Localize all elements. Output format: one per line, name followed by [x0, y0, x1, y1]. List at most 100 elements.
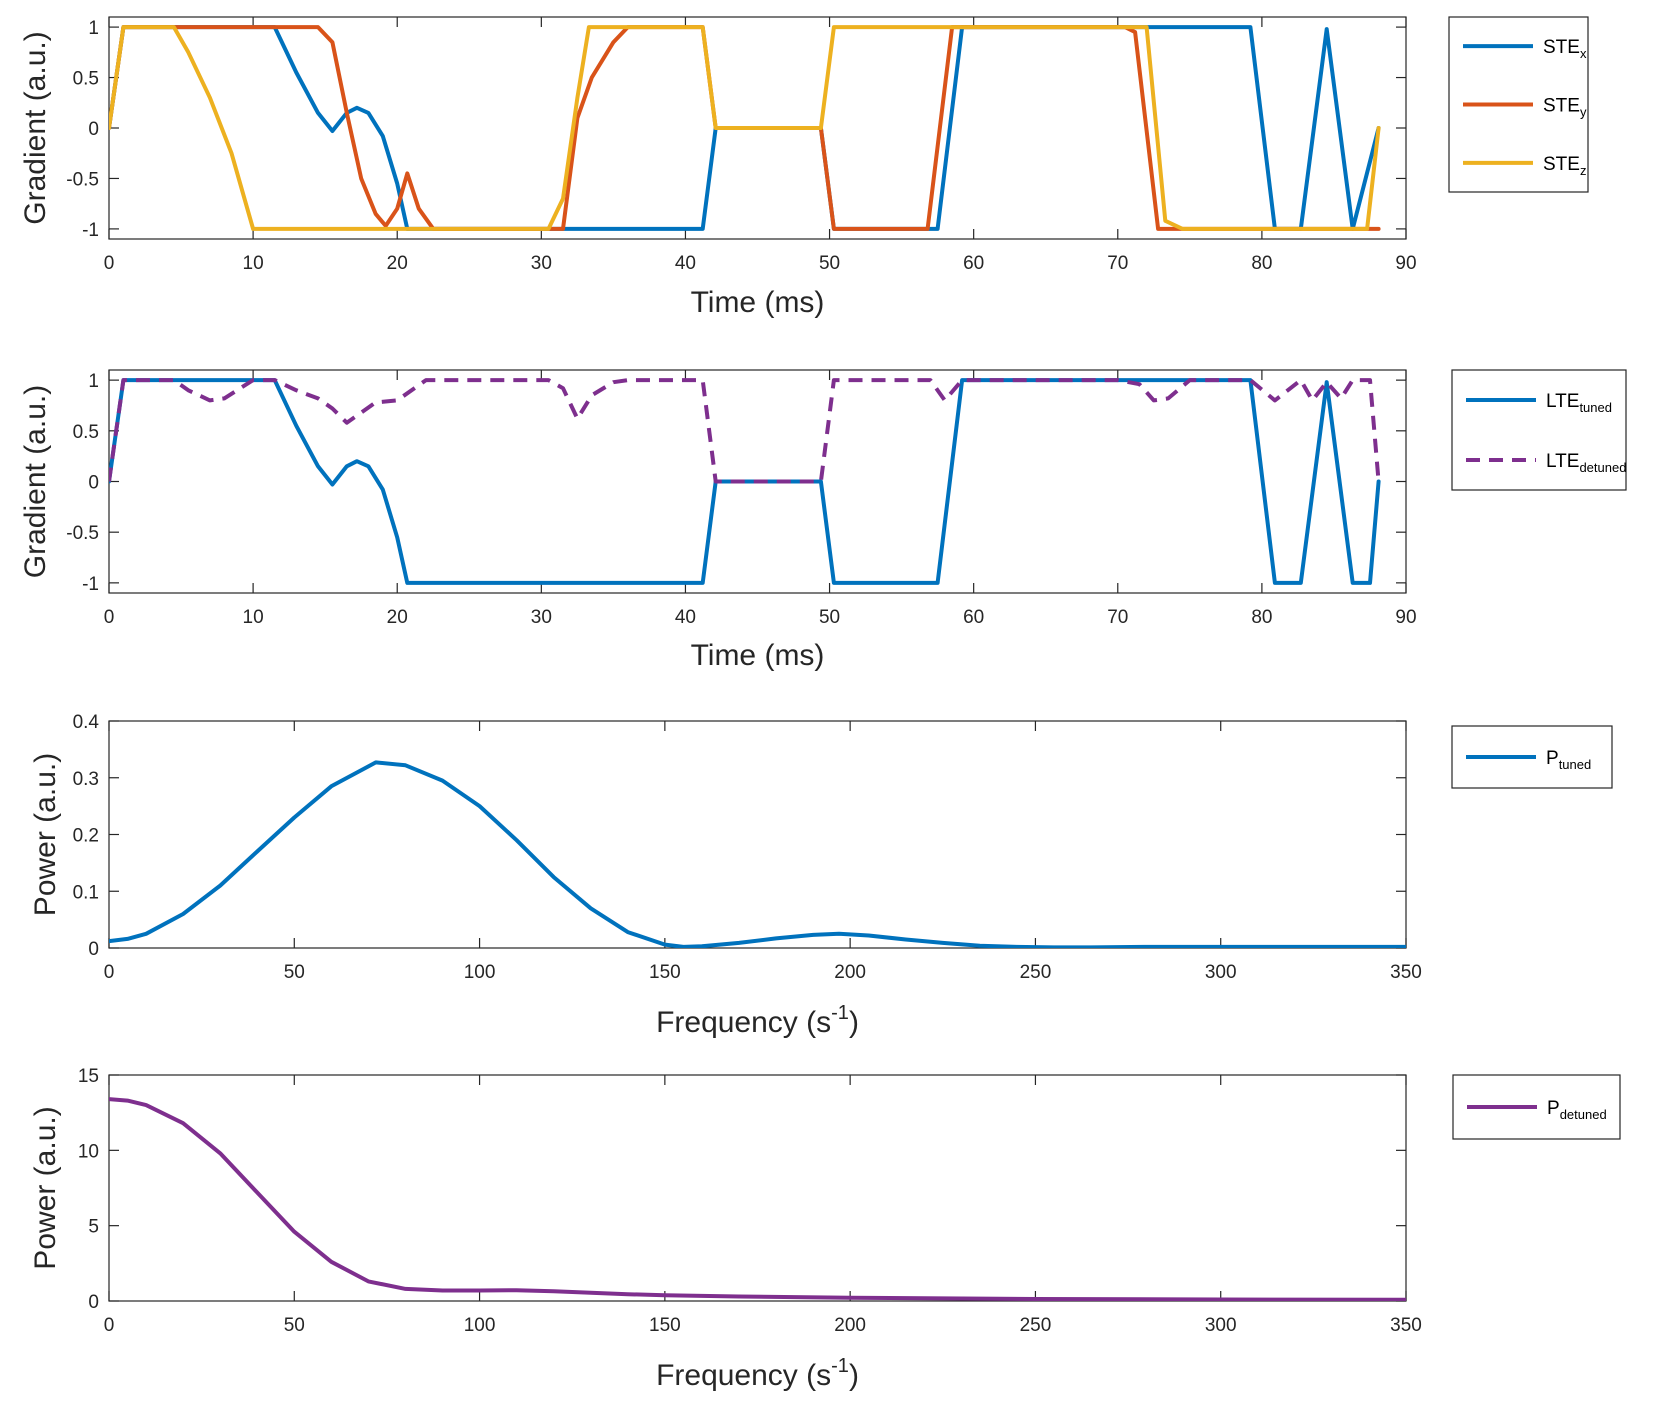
y-tick-label: -0.5 — [66, 169, 99, 190]
y-axis-title: Power (a.u.) — [29, 1106, 62, 1269]
y-tick-label: 0 — [88, 473, 99, 494]
x-tick-label: 0 — [104, 1315, 115, 1336]
x-tick-label: 350 — [1390, 1315, 1422, 1336]
x-tick-label: 40 — [675, 607, 696, 628]
x-axis-title: Frequency (s-1) — [656, 1002, 859, 1039]
legend-label-subscript: detuned — [1579, 460, 1626, 475]
y-tick-label: 15 — [78, 1066, 99, 1087]
x-axis-title-text: Frequency (s — [656, 1359, 831, 1392]
y-tick-label: 0 — [88, 1292, 99, 1313]
legend-label-subscript: z — [1580, 163, 1587, 178]
x-tick-label: 250 — [1020, 962, 1052, 983]
x-tick-label: 350 — [1390, 962, 1422, 983]
series-line-LTEtuned — [109, 378, 1381, 585]
legend-label-subscript: tuned — [1579, 400, 1612, 415]
y-tick-label: 1 — [88, 371, 99, 392]
x-tick-label: 150 — [649, 962, 681, 983]
x-tick-label: 50 — [819, 253, 840, 274]
x-axis-title: Time (ms) — [691, 639, 825, 672]
x-tick-label: 20 — [387, 607, 408, 628]
x-tick-label: 150 — [649, 1315, 681, 1336]
legend-label-STEz: STEz — [1543, 154, 1586, 178]
y-tick-label: 0 — [88, 119, 99, 140]
x-tick-label: 300 — [1205, 1315, 1237, 1336]
y-tick-label: -0.5 — [66, 523, 99, 544]
legend-label-base: LTE — [1546, 391, 1579, 412]
legend-label-Ptuned: Ptuned — [1546, 748, 1591, 772]
y-tick-label: 0.5 — [73, 69, 99, 90]
x-tick-label: 90 — [1395, 253, 1416, 274]
x-axis-title: Time (ms) — [691, 286, 825, 319]
x-tick-label: 250 — [1020, 1315, 1052, 1336]
x-tick-label: 200 — [834, 1315, 866, 1336]
x-tick-label: 0 — [104, 962, 115, 983]
series-line-STEz — [109, 25, 1381, 231]
x-axis-title-text: Time (ms) — [691, 639, 825, 672]
y-tick-label: 5 — [88, 1217, 99, 1238]
x-tick-label: 100 — [464, 1315, 496, 1336]
y-tick-label: 0.4 — [73, 712, 100, 733]
y-axis-title: Gradient (a.u.) — [19, 31, 52, 224]
series-line-STEy — [109, 25, 1381, 231]
y-tick-label: 0.5 — [73, 422, 99, 443]
x-tick-label: 70 — [1107, 607, 1128, 628]
y-tick-label: 0.3 — [73, 769, 99, 790]
chart-panel-ste: 0 10 20 30 40 50 60 70 80 90 -1 -0.5 0 0.5 1 Time (ms) G… — [19, 16, 1589, 319]
x-axis-title-close: ) — [849, 1006, 859, 1039]
series-line-Ptuned — [109, 760, 1406, 948]
x-tick-label: 60 — [963, 253, 984, 274]
legend-box — [1451, 369, 1627, 491]
x-tick-label: 200 — [834, 962, 866, 983]
legend-label-base: LTE — [1546, 451, 1579, 472]
x-tick-label: 40 — [675, 253, 696, 274]
y-tick-label: 10 — [78, 1141, 99, 1162]
chart-panel-ptuned: 0 50 100 150 200 250 300 350 0 0.1 0.2 0.3 0.4 Freque… — [29, 712, 1613, 1039]
legend-label-subscript: tuned — [1559, 757, 1592, 772]
legend-label-base: STE — [1543, 96, 1580, 117]
x-tick-label: 20 — [387, 253, 408, 274]
legend-label-LTEdetuned: LTEdetuned — [1546, 451, 1626, 475]
legend-label-Pdetuned: Pdetuned — [1547, 1098, 1607, 1122]
chart-panel-pdetuned: 0 50 100 150 200 250 300 350 0 5 10 15 Frequency (s-… — [29, 1066, 1621, 1392]
legend-label-STEx: STEx — [1543, 37, 1587, 61]
x-axis-title: Frequency (s-1) — [656, 1355, 859, 1392]
x-tick-label: 10 — [243, 607, 264, 628]
x-axis-title-superscript: -1 — [831, 1002, 849, 1024]
series-line-Pdetuned — [109, 1097, 1406, 1301]
x-tick-label: 90 — [1395, 607, 1416, 628]
axes-box — [108, 720, 1407, 949]
legend-label-base: P — [1547, 1098, 1560, 1119]
x-axis-title-text: Time (ms) — [691, 286, 825, 319]
x-tick-label: 70 — [1107, 253, 1128, 274]
axes-box — [108, 1074, 1407, 1302]
legend-label-subscript: detuned — [1560, 1107, 1607, 1122]
x-axis-title-text: Frequency (s — [656, 1006, 831, 1039]
legend-label-base: STE — [1543, 154, 1580, 175]
y-tick-label: -1 — [82, 574, 99, 595]
legend-label-subscript: y — [1580, 105, 1587, 120]
legend-label-base: STE — [1543, 37, 1580, 58]
x-axis-title-superscript: -1 — [831, 1355, 849, 1377]
chart-panel-lte: 0 10 20 30 40 50 60 70 80 90 -1 -0.5 0 0.5 1 Time (ms) G… — [19, 369, 1627, 672]
legend-label-LTEtuned: LTEtuned — [1546, 391, 1612, 415]
x-tick-label: 80 — [1251, 607, 1272, 628]
x-tick-label: 50 — [284, 1315, 305, 1336]
y-tick-label: 1 — [88, 18, 99, 39]
x-tick-label: 300 — [1205, 962, 1237, 983]
legend-label-STEy: STEy — [1543, 96, 1587, 120]
y-axis-title: Gradient (a.u.) — [19, 385, 52, 578]
y-tick-label: 0.1 — [73, 882, 99, 903]
x-tick-label: 30 — [531, 253, 552, 274]
y-tick-label: 0 — [88, 939, 99, 960]
x-tick-label: 0 — [104, 607, 115, 628]
legend-label-base: P — [1546, 748, 1559, 769]
x-tick-label: 100 — [464, 962, 496, 983]
x-tick-label: 80 — [1251, 253, 1272, 274]
x-tick-label: 50 — [284, 962, 305, 983]
series-line-LTEdetuned — [109, 378, 1381, 484]
legend-label-subscript: x — [1580, 46, 1587, 61]
x-axis-title-close: ) — [849, 1359, 859, 1392]
y-axis-title: Power (a.u.) — [29, 753, 62, 916]
x-tick-label: 10 — [243, 253, 264, 274]
x-tick-label: 30 — [531, 607, 552, 628]
